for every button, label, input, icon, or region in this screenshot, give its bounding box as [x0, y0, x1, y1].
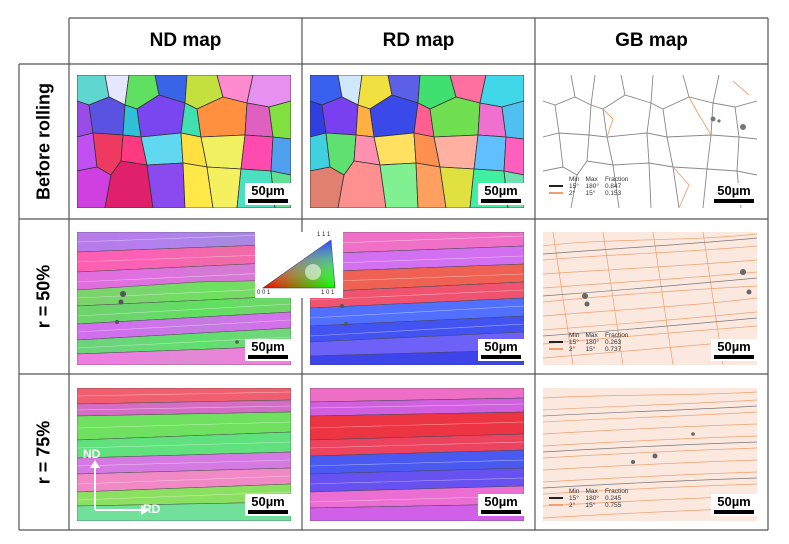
row-label-r-50: r = 50% [33, 264, 54, 329]
gb-legend-before-rolling: Min Max Fraction 15° 180° 0.847 2° 15° 0.153 [546, 176, 631, 197]
column-header-rd-map: RD map [382, 30, 455, 51]
ipf-label-101: 1 0 1 [321, 290, 335, 296]
scale-bar: 50µm [478, 339, 524, 361]
ipf-color-key: 1 1 1 0 0 1 1 0 1 [255, 232, 343, 298]
row-label-before-rolling: Before rolling [33, 83, 54, 201]
scale-bar: 50µm [478, 494, 524, 516]
scale-bar: 50µm [245, 494, 291, 516]
gb-legend-r75: Min Max Fraction 15° 180° 0.245 2° 15° 0.755 [546, 488, 631, 509]
nd-rd-axes-icon [90, 460, 149, 515]
scale-bar: 50µm [245, 183, 291, 205]
nd-axis-label: ND [83, 447, 101, 461]
gb-map-r75 [543, 388, 757, 521]
nd-map-r75: ND RD [77, 388, 291, 521]
rd-map-r75 [310, 388, 524, 521]
rd-axis-label: RD [143, 502, 161, 516]
row-label-r-75: r = 75% [33, 420, 54, 485]
scale-bar: 50µm [711, 494, 757, 516]
ipf-label-111: 1 1 1 [317, 232, 331, 238]
ipf-label-001: 0 0 1 [257, 290, 271, 296]
gb-legend-r50: Min Max Fraction 15° 180° 0.263 2° 15° 0.737 [546, 332, 631, 353]
scale-bar: 50µm [245, 339, 291, 361]
scale-bar: 50µm [711, 183, 757, 205]
scale-bar: 50µm [711, 339, 757, 361]
column-header-gb-map: GB map [615, 30, 688, 51]
scale-bar: 50µm [478, 183, 524, 205]
rd-map-r50 [310, 232, 524, 365]
column-header-nd-map: ND map [149, 30, 222, 51]
rd-map-before-rolling [310, 75, 524, 208]
